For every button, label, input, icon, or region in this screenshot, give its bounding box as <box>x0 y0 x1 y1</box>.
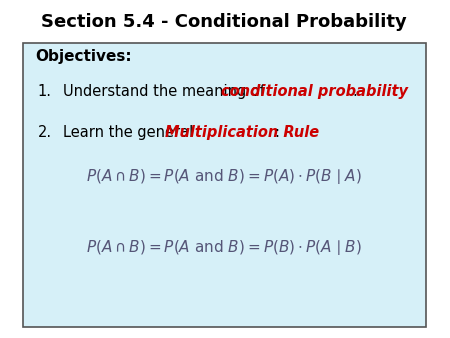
Text: Understand the meaning of: Understand the meaning of <box>63 83 270 98</box>
Text: conditional probability: conditional probability <box>221 83 408 98</box>
Text: Learn the general: Learn the general <box>63 125 198 140</box>
Text: Objectives:: Objectives: <box>36 49 132 64</box>
Text: Section 5.4 - Conditional Probability: Section 5.4 - Conditional Probability <box>41 13 407 31</box>
Text: Multiplication Rule: Multiplication Rule <box>166 125 320 140</box>
Text: 1.: 1. <box>38 83 52 98</box>
Text: $P(A \cap B) = P(A\ \mathrm{and}\ B) = P(B) \cdot P(A \mid B)$: $P(A \cap B) = P(A\ \mathrm{and}\ B) = P… <box>86 238 362 257</box>
Text: .: . <box>353 83 357 98</box>
FancyBboxPatch shape <box>23 43 426 327</box>
Text: $P(A \cap B) = P(A\ \mathrm{and}\ B) = P(A) \cdot P(B \mid A)$: $P(A \cap B) = P(A\ \mathrm{and}\ B) = P… <box>86 167 362 186</box>
Text: :: : <box>275 125 280 140</box>
Text: 2.: 2. <box>38 125 52 140</box>
